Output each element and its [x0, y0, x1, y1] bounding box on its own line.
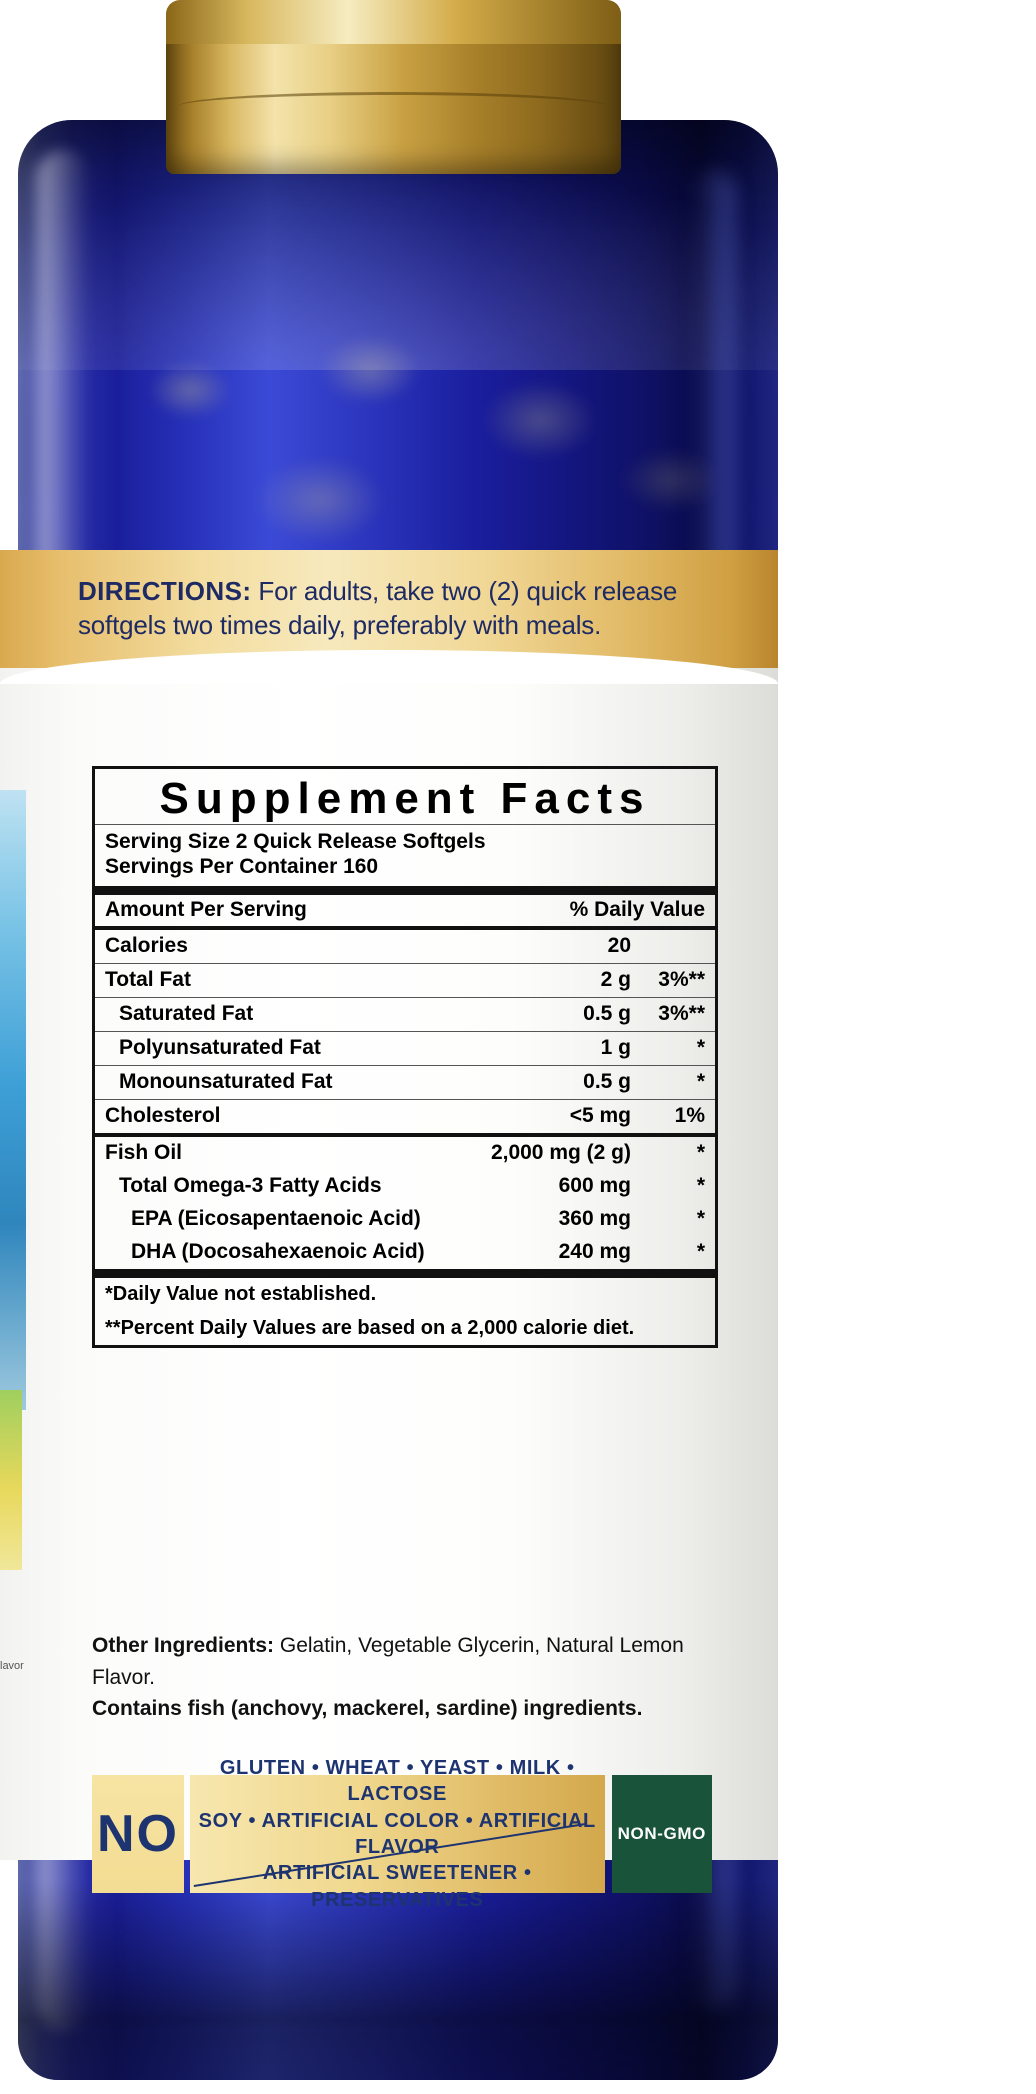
label-white-panel	[0, 660, 778, 1860]
footnote-1: *Daily Value not established.	[105, 1283, 377, 1306]
table-row: Cholesterol <5 mg 1%	[95, 1100, 715, 1133]
other-ingredients-line: Other Ingredients: Gelatin, Vegetable Gl…	[92, 1630, 732, 1693]
row-amount: 0.5 g	[583, 1070, 631, 1094]
row-name: EPA (Eicosapentaenoic Acid)	[131, 1207, 421, 1231]
row-amount: 240 mg	[558, 1240, 631, 1264]
side-panel-lemon-art	[0, 1390, 22, 1570]
row-amount: 20	[607, 934, 631, 958]
table-row: EPA (Eicosapentaenoic Acid) 360 mg *	[95, 1203, 715, 1236]
supplement-facts-panel: Supplement Facts Serving Size 2 Quick Re…	[92, 766, 718, 1349]
cap-top-surface	[166, 0, 621, 44]
directions-text: DIRECTIONS: For adults, take two (2) qui…	[78, 574, 758, 643]
row-dv: *	[696, 1240, 705, 1264]
other-ingredients-text: Gelatin, Vegetable Glycerin, Natural Lem…	[92, 1634, 684, 1689]
bottle-base-shadow	[18, 1880, 778, 2080]
row-name: Cholesterol	[105, 1104, 221, 1128]
table-row: Monounsaturated Fat 0.5 g *	[95, 1066, 715, 1099]
row-name: Fish Oil	[105, 1141, 183, 1165]
side-panel-ocean-art	[0, 790, 26, 1410]
footnote-2: **Percent Daily Values are based on a 2,…	[105, 1316, 635, 1339]
row-amount: 2,000 mg (2 g)	[490, 1141, 631, 1165]
daily-value-header: % Daily Value	[569, 898, 705, 922]
free-from-list: GLUTEN • WHEAT • YEAST • MILK • LACTOSE …	[189, 1757, 605, 1911]
free-from-line-2: SOY • ARTIFICIAL COLOR • ARTIFICIAL FLAV…	[198, 1809, 596, 1858]
no-badge: NO	[92, 1775, 184, 1893]
divider-med	[95, 1133, 715, 1138]
divider-thick	[95, 886, 715, 896]
directions-band	[0, 550, 778, 684]
row-dv: 3%**	[658, 1002, 705, 1026]
row-name: Total Fat	[105, 968, 191, 992]
row-amount: 2 g	[600, 968, 631, 992]
divider-thick	[95, 1269, 715, 1279]
contains-statement: Contains fish (anchovy, mackerel, sardin…	[92, 1697, 643, 1720]
non-gmo-badge: NON-GMO	[611, 1775, 712, 1893]
row-dv: *	[696, 1207, 705, 1231]
divider	[95, 823, 715, 825]
row-name: Total Omega-3 Fatty Acids	[119, 1174, 382, 1198]
supplement-facts-title: Supplement Facts	[159, 774, 651, 823]
cap-seam-line	[178, 92, 608, 121]
row-dv: 1%	[674, 1104, 705, 1128]
table-header-row: Amount Per Serving % Daily Value	[95, 895, 715, 926]
table-row: Saturated Fat 0.5 g 3%**	[95, 998, 715, 1031]
row-name: DHA (Docosahexaenoic Acid)	[131, 1240, 425, 1264]
directions-body: For adults, take two (2) quick release s…	[78, 576, 678, 641]
row-name: Calories	[105, 934, 188, 958]
row-dv: *	[696, 1174, 705, 1198]
row-dv: *	[696, 1141, 705, 1165]
table-row: Total Fat 2 g 3%**	[95, 964, 715, 997]
row-name: Polyunsaturated Fat	[119, 1036, 321, 1060]
row-amount: <5 mg	[569, 1104, 631, 1128]
row-amount: 360 mg	[558, 1207, 631, 1231]
other-ingredients-block: Other Ingredients: Gelatin, Vegetable Gl…	[92, 1630, 732, 1725]
directions-label: DIRECTIONS:	[78, 576, 252, 606]
serving-size: Serving Size 2 Quick Release Softgels	[105, 829, 486, 853]
servings-per-container: Servings Per Container 160	[105, 855, 379, 879]
row-name: Monounsaturated Fat	[119, 1070, 333, 1094]
divider	[95, 1065, 715, 1067]
divider-med	[95, 926, 715, 931]
other-ingredients-label: Other Ingredients:	[92, 1634, 275, 1657]
table-row: Fish Oil 2,000 mg (2 g) *	[95, 1137, 715, 1170]
row-amount: 0.5 g	[583, 1002, 631, 1026]
divider	[95, 963, 715, 965]
row-dv: 3%**	[658, 968, 705, 992]
row-amount: 600 mg	[558, 1174, 631, 1198]
divider	[95, 1031, 715, 1033]
divider	[95, 1099, 715, 1101]
claims-badges: NO GLUTEN • WHEAT • YEAST • MILK • LACTO…	[92, 1757, 712, 1911]
amount-per-serving-header: Amount Per Serving	[105, 898, 307, 922]
table-row: DHA (Docosahexaenoic Acid) 240 mg *	[95, 1236, 715, 1269]
row-dv: *	[696, 1036, 705, 1060]
row-dv: *	[696, 1070, 705, 1094]
table-row: Calories 20	[95, 930, 715, 963]
free-from-line-3: ARTIFICIAL SWEETENER • PRESERVATIVES	[262, 1862, 532, 1911]
side-panel-text: lavor	[0, 1660, 24, 1672]
row-amount: 1 g	[600, 1036, 631, 1060]
row-name: Saturated Fat	[119, 1002, 254, 1026]
free-from-line-1: GLUTEN • WHEAT • YEAST • MILK • LACTOSE	[219, 1756, 575, 1806]
table-row: Total Omega-3 Fatty Acids 600 mg *	[95, 1170, 715, 1203]
divider	[95, 997, 715, 999]
table-row: Polyunsaturated Fat 1 g *	[95, 1032, 715, 1065]
